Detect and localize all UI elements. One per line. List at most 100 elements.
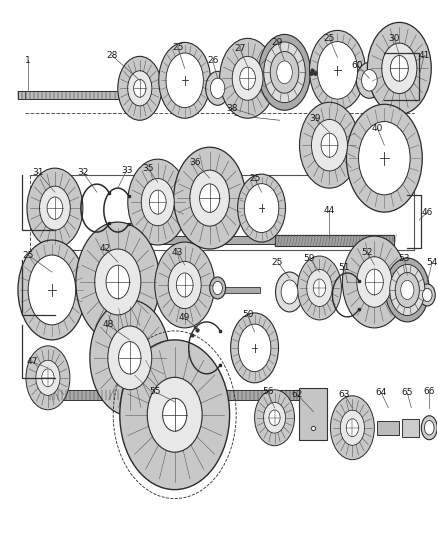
Ellipse shape [367, 22, 431, 114]
Ellipse shape [317, 42, 357, 99]
Ellipse shape [313, 279, 325, 297]
Ellipse shape [244, 184, 279, 232]
Ellipse shape [395, 272, 420, 308]
Text: 49: 49 [179, 313, 191, 322]
Text: 50: 50 [242, 310, 253, 319]
Ellipse shape [162, 398, 187, 431]
Ellipse shape [147, 377, 202, 452]
Text: 51: 51 [339, 263, 350, 272]
Ellipse shape [26, 346, 70, 410]
Ellipse shape [128, 71, 152, 106]
Ellipse shape [237, 174, 286, 242]
Ellipse shape [219, 38, 276, 118]
Text: 43: 43 [172, 247, 184, 256]
Ellipse shape [168, 261, 201, 309]
Ellipse shape [36, 360, 60, 395]
Ellipse shape [232, 56, 263, 100]
Ellipse shape [119, 342, 141, 374]
Ellipse shape [424, 421, 434, 435]
Text: 25: 25 [22, 251, 34, 260]
Text: 44: 44 [324, 206, 335, 215]
Ellipse shape [385, 258, 429, 322]
Ellipse shape [307, 270, 332, 306]
Ellipse shape [210, 78, 225, 99]
Ellipse shape [357, 257, 392, 307]
Ellipse shape [231, 313, 279, 383]
Text: 30: 30 [389, 34, 400, 43]
Ellipse shape [27, 168, 83, 248]
Text: 1: 1 [25, 56, 31, 65]
Ellipse shape [390, 264, 425, 316]
Bar [403, 419, 419, 437]
Ellipse shape [421, 416, 437, 440]
Ellipse shape [141, 179, 174, 225]
Text: 36: 36 [189, 158, 201, 167]
Text: 65: 65 [402, 388, 413, 397]
Ellipse shape [346, 419, 359, 437]
Text: 62: 62 [292, 390, 303, 399]
Text: 47: 47 [26, 357, 38, 366]
Ellipse shape [177, 273, 193, 297]
Ellipse shape [166, 53, 203, 108]
Text: 56: 56 [262, 387, 273, 397]
Bar [275, 235, 394, 246]
Text: 39: 39 [310, 114, 321, 123]
Text: 25: 25 [324, 34, 335, 43]
Text: 27: 27 [234, 44, 245, 53]
Text: 29: 29 [272, 38, 283, 47]
Ellipse shape [264, 402, 286, 433]
Ellipse shape [28, 255, 76, 325]
Ellipse shape [310, 30, 365, 110]
Text: 48: 48 [102, 320, 113, 329]
Ellipse shape [343, 236, 406, 328]
Bar [50, 390, 310, 400]
Text: 64: 64 [376, 388, 387, 397]
Text: 28: 28 [106, 51, 117, 60]
Ellipse shape [90, 300, 170, 416]
Text: 33: 33 [121, 166, 133, 175]
Ellipse shape [18, 240, 86, 340]
Ellipse shape [390, 55, 408, 81]
Text: 32: 32 [77, 168, 88, 176]
Ellipse shape [238, 324, 271, 372]
Ellipse shape [159, 43, 211, 118]
Ellipse shape [401, 280, 414, 300]
Ellipse shape [346, 104, 422, 212]
Ellipse shape [76, 222, 160, 342]
Ellipse shape [423, 288, 432, 302]
Text: 54: 54 [427, 257, 438, 266]
Ellipse shape [270, 52, 299, 93]
Text: 63: 63 [339, 390, 350, 399]
Text: 25: 25 [272, 257, 283, 266]
Text: 52: 52 [362, 247, 373, 256]
Ellipse shape [200, 184, 220, 212]
Ellipse shape [321, 133, 338, 157]
Ellipse shape [311, 119, 347, 171]
Ellipse shape [106, 265, 130, 298]
Ellipse shape [240, 67, 255, 90]
Text: 66: 66 [424, 387, 435, 397]
Text: 31: 31 [32, 168, 44, 176]
Ellipse shape [120, 340, 230, 490]
Ellipse shape [357, 62, 382, 98]
Ellipse shape [47, 197, 63, 219]
Ellipse shape [39, 186, 70, 230]
Ellipse shape [213, 281, 223, 295]
Text: 46: 46 [422, 207, 433, 216]
Text: 26: 26 [207, 56, 218, 65]
Ellipse shape [134, 79, 146, 97]
Text: 35: 35 [142, 164, 153, 173]
Ellipse shape [340, 410, 364, 445]
Ellipse shape [149, 190, 166, 214]
Ellipse shape [254, 390, 294, 446]
Text: 59: 59 [304, 254, 315, 263]
Ellipse shape [210, 277, 226, 299]
Bar [222, 287, 260, 293]
Ellipse shape [297, 256, 341, 320]
Ellipse shape [419, 284, 435, 306]
Text: 55: 55 [149, 387, 160, 397]
Ellipse shape [362, 69, 377, 91]
Ellipse shape [108, 326, 152, 390]
Bar [300, 388, 328, 440]
Text: 38: 38 [226, 104, 237, 113]
